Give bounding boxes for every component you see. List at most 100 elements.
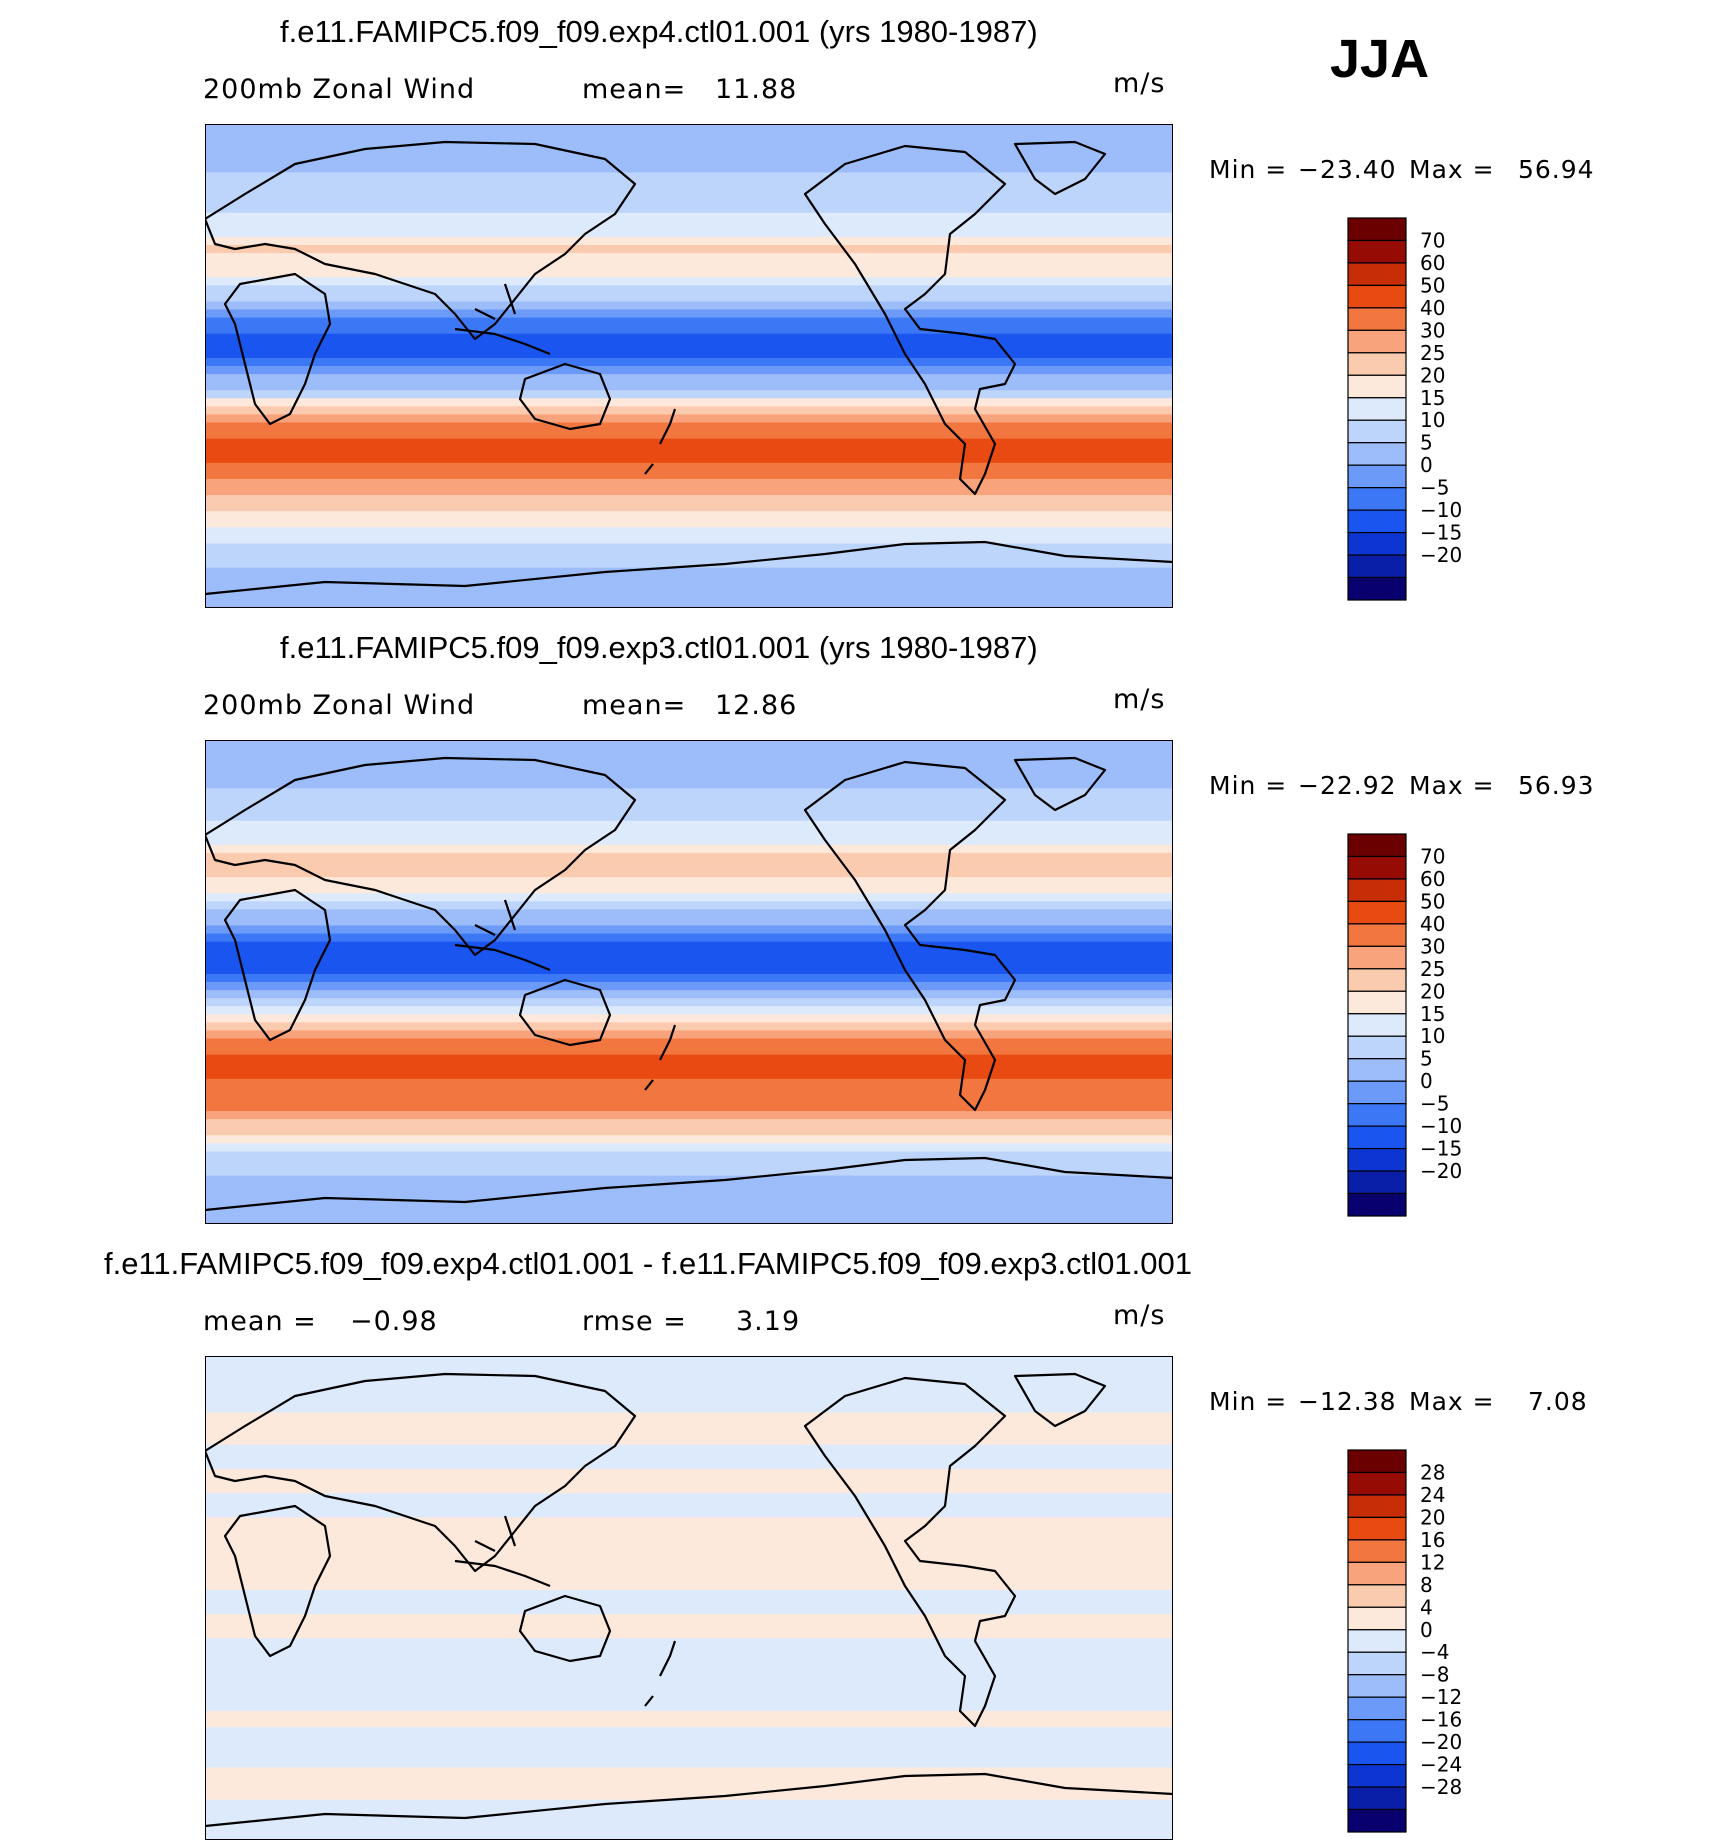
field-band bbox=[205, 1215, 1173, 1224]
coast-newzealand bbox=[644, 408, 677, 475]
field-band bbox=[205, 511, 1173, 520]
panel-3-mean-label: mean = bbox=[203, 1306, 317, 1337]
field-band bbox=[205, 1468, 1173, 1478]
field-band bbox=[205, 780, 1173, 789]
field-band bbox=[205, 309, 1173, 319]
coastlines-2 bbox=[205, 756, 1173, 1212]
panel-1-title: f.e11.FAMIPC5.f09_f09.exp4.ctl01.001 (yr… bbox=[280, 14, 1038, 49]
field-band bbox=[205, 583, 1173, 593]
colorbar-tick-label: 10 bbox=[1420, 408, 1445, 432]
field-band bbox=[205, 454, 1173, 464]
colorbar-tick-label: 10 bbox=[1420, 1024, 1445, 1048]
colorbar-swatch bbox=[1347, 352, 1407, 376]
panel-3-min-value: −12.38 bbox=[1298, 1387, 1397, 1416]
field-band bbox=[205, 1525, 1173, 1535]
field-band bbox=[205, 1533, 1173, 1543]
field-band bbox=[205, 1622, 1173, 1631]
colorbar-swatch bbox=[1347, 1080, 1407, 1105]
colorbar-tick-label: −5 bbox=[1420, 476, 1449, 500]
colorbar-tick-label: 50 bbox=[1420, 889, 1445, 913]
coast-africa bbox=[223, 272, 332, 426]
colorbar-swatch bbox=[1347, 1058, 1407, 1082]
colorbar-tick-label: 60 bbox=[1420, 251, 1445, 275]
field-band bbox=[205, 188, 1173, 198]
field-band bbox=[205, 877, 1173, 886]
colorbar-tick-label: 24 bbox=[1420, 1483, 1445, 1507]
colorbar-tick-label: 60 bbox=[1420, 867, 1445, 891]
colorbar-swatch bbox=[1347, 1606, 1407, 1631]
field-band bbox=[205, 1743, 1173, 1752]
colorbar-tick-label: −8 bbox=[1420, 1663, 1449, 1687]
coast-africa bbox=[223, 888, 332, 1042]
coast-australia bbox=[518, 978, 612, 1047]
field-band bbox=[205, 1823, 1173, 1833]
field-band bbox=[205, 236, 1173, 246]
field-band bbox=[205, 180, 1173, 190]
field-band bbox=[205, 1372, 1173, 1381]
field-band bbox=[205, 1030, 1173, 1040]
field-band bbox=[205, 341, 1173, 351]
field-band bbox=[205, 591, 1173, 601]
colorbar-tick-label: 0 bbox=[1420, 1618, 1433, 1642]
colorbar-tick-label: 25 bbox=[1420, 957, 1445, 981]
field-band bbox=[205, 1759, 1173, 1768]
colorbar-swatch bbox=[1347, 1584, 1407, 1608]
colorbar-tick-label: 40 bbox=[1420, 296, 1445, 320]
colorbar-swatch bbox=[1347, 1719, 1407, 1743]
colorbar-tick-label: −20 bbox=[1420, 1159, 1462, 1183]
field-band bbox=[205, 1167, 1173, 1177]
field-band bbox=[205, 325, 1173, 335]
coastlines-3 bbox=[205, 1372, 1173, 1828]
field-band bbox=[205, 1111, 1173, 1120]
field-band bbox=[205, 1678, 1173, 1688]
field-band bbox=[205, 1380, 1173, 1389]
field-band bbox=[205, 478, 1173, 488]
colorbar-tick-label: 30 bbox=[1420, 934, 1445, 958]
field-band bbox=[205, 172, 1173, 182]
panel-1-min-label: Min = bbox=[1209, 155, 1288, 184]
coast-eurasia bbox=[205, 140, 637, 341]
field-band bbox=[205, 1549, 1173, 1559]
colorbar-swatch bbox=[1347, 1494, 1407, 1519]
field-band bbox=[205, 788, 1173, 798]
colorbar-swatch bbox=[1347, 1449, 1407, 1474]
colorbar-tick-label: 15 bbox=[1420, 1002, 1445, 1026]
field-band bbox=[205, 212, 1173, 222]
field-band bbox=[205, 1719, 1173, 1728]
field-band bbox=[205, 949, 1173, 959]
colorbar-tick-label: 5 bbox=[1420, 431, 1433, 455]
field-band bbox=[205, 965, 1173, 975]
field-band bbox=[205, 1783, 1173, 1793]
colorbar-swatch bbox=[1347, 374, 1407, 399]
field-band bbox=[205, 804, 1173, 814]
field-band bbox=[205, 349, 1173, 359]
colorbar-tick-label: 8 bbox=[1420, 1573, 1433, 1597]
colorbar-swatch bbox=[1347, 1786, 1407, 1811]
field-band bbox=[205, 1735, 1173, 1744]
field-band bbox=[205, 1070, 1173, 1080]
field-band bbox=[205, 1767, 1173, 1777]
panel-2-variable: 200mb Zonal Wind bbox=[203, 690, 476, 721]
field-band bbox=[205, 495, 1173, 504]
coast-greenland bbox=[1013, 756, 1107, 812]
field-band bbox=[205, 1775, 1173, 1785]
field-band bbox=[205, 503, 1173, 512]
colorbar-swatch bbox=[1347, 900, 1407, 925]
colorbar-swatch bbox=[1347, 329, 1407, 354]
field-band bbox=[205, 1006, 1173, 1015]
field-band bbox=[205, 390, 1173, 399]
field-layer-3 bbox=[205, 1356, 1173, 1840]
panel-2-max-label: Max = bbox=[1409, 771, 1495, 800]
field-band bbox=[205, 1799, 1173, 1809]
colorbar-swatch bbox=[1347, 239, 1407, 264]
field-band bbox=[205, 1598, 1173, 1607]
field-band bbox=[205, 1420, 1173, 1430]
colorbar-tick-label: −5 bbox=[1420, 1092, 1449, 1116]
field-band bbox=[205, 164, 1173, 173]
field-band bbox=[205, 551, 1173, 561]
field-band bbox=[205, 1581, 1173, 1591]
colorbar-swatch bbox=[1347, 576, 1407, 601]
field-band bbox=[205, 828, 1173, 838]
